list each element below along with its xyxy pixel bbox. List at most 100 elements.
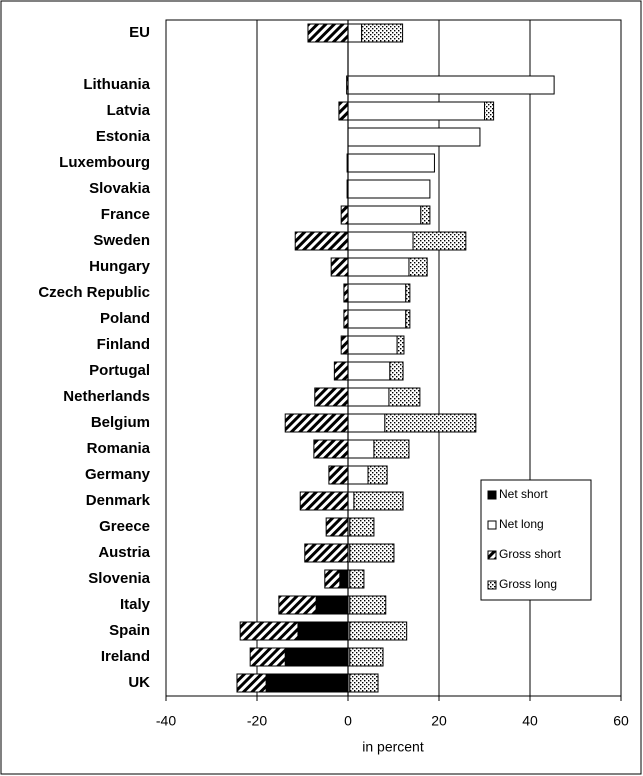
bar-segment <box>420 205 431 225</box>
legend-swatch <box>487 550 497 560</box>
category-label: Greece <box>99 518 150 535</box>
bar-segment <box>349 543 395 563</box>
category-label: Romania <box>87 440 151 457</box>
bar-segment <box>297 621 349 641</box>
category-label: Ireland <box>101 648 150 665</box>
legend-label: Gross long <box>499 577 557 591</box>
bar-segment <box>349 569 365 589</box>
category-label: Poland <box>100 310 150 327</box>
legend-label: Net long <box>499 517 544 531</box>
legend-label: Gross short <box>499 547 562 561</box>
bar-segment <box>347 309 407 329</box>
category-label: Finland <box>97 336 150 353</box>
category-label: Estonia <box>96 128 151 145</box>
bar-segment <box>361 23 404 43</box>
category-label: Czech Republic <box>38 284 150 301</box>
bar-segment <box>347 387 390 407</box>
bar-segment <box>299 491 349 511</box>
x-tick-label: 60 <box>613 713 629 729</box>
bar-segment <box>388 387 421 407</box>
x-axis-label: in percent <box>362 739 424 755</box>
bar-segment <box>347 153 435 173</box>
category-label: EU <box>129 24 150 41</box>
bar-segment <box>347 179 431 199</box>
bar-segment <box>284 413 349 433</box>
bar-segment <box>343 309 349 329</box>
bar-segment <box>324 569 341 589</box>
category-label: Spain <box>109 622 150 639</box>
category-label: Italy <box>120 596 151 613</box>
bar-segment <box>347 491 355 511</box>
bar-segment <box>349 621 408 641</box>
category-label: Denmark <box>86 492 151 509</box>
bar-segment <box>347 23 363 43</box>
bar-segment <box>340 205 349 225</box>
bar-segment <box>347 465 369 485</box>
bar-segment <box>330 257 349 277</box>
x-tick-label: -20 <box>247 713 267 729</box>
bar-segment <box>304 543 349 563</box>
category-label: UK <box>128 674 150 691</box>
category-label: France <box>101 206 150 223</box>
category-label: Germany <box>85 466 151 483</box>
bar-segment <box>307 23 349 43</box>
category-label: Slovenia <box>88 570 150 587</box>
bar-segment <box>405 283 411 303</box>
bar-segment <box>347 101 485 121</box>
bar-segment <box>349 517 375 537</box>
x-tick-label: 20 <box>431 713 447 729</box>
bar-segment <box>353 491 404 511</box>
bar-segment <box>284 647 349 667</box>
bar-segment <box>347 413 386 433</box>
bar-segment <box>484 101 495 121</box>
legend-swatch <box>487 580 497 590</box>
bar-segment <box>333 361 349 381</box>
category-label: Austria <box>98 544 150 561</box>
bar-segment <box>340 335 349 355</box>
legend-box <box>480 479 592 601</box>
bar-segment <box>349 647 384 667</box>
bar-segment <box>265 673 349 693</box>
bar-segment <box>236 673 267 693</box>
bar-segment <box>249 647 286 667</box>
category-label: Belgium <box>91 414 150 431</box>
legend-swatch <box>487 490 497 500</box>
bar-segment <box>325 517 349 537</box>
bar-segment <box>347 439 375 459</box>
bar-segment <box>239 621 299 641</box>
bar-segment <box>328 465 349 485</box>
bar-segment <box>367 465 388 485</box>
bar-segment <box>347 257 410 277</box>
x-tick-label: -40 <box>156 713 176 729</box>
bar-segment <box>373 439 410 459</box>
bar-segment <box>349 595 387 615</box>
bar-segment <box>338 101 349 121</box>
category-label: Hungary <box>89 258 151 275</box>
category-label: Luxembourg <box>59 154 150 171</box>
bar-segment <box>405 309 411 329</box>
bar-segment <box>347 361 391 381</box>
bar-segment <box>384 413 477 433</box>
legend-label: Net short <box>499 487 548 501</box>
legend-swatch <box>487 520 497 530</box>
bar-segment <box>339 569 349 589</box>
category-label: Portugal <box>89 362 150 379</box>
category-label: Lithuania <box>83 76 150 93</box>
bar-segment <box>347 75 555 95</box>
category-label: Netherlands <box>63 388 150 405</box>
bar-segment <box>347 205 422 225</box>
bar-segment <box>315 595 349 615</box>
category-label: Latvia <box>107 102 151 119</box>
category-label: Slovakia <box>89 180 151 197</box>
bar-segment <box>347 127 481 147</box>
category-label: Sweden <box>93 232 150 249</box>
bar-segment <box>313 439 349 459</box>
bar-segment <box>314 387 349 407</box>
bar-segment <box>347 283 407 303</box>
bar-segment <box>347 335 398 355</box>
bar-segment <box>408 257 428 277</box>
bar-segment <box>412 231 467 251</box>
bar-segment <box>278 595 317 615</box>
bar-segment <box>396 335 405 355</box>
